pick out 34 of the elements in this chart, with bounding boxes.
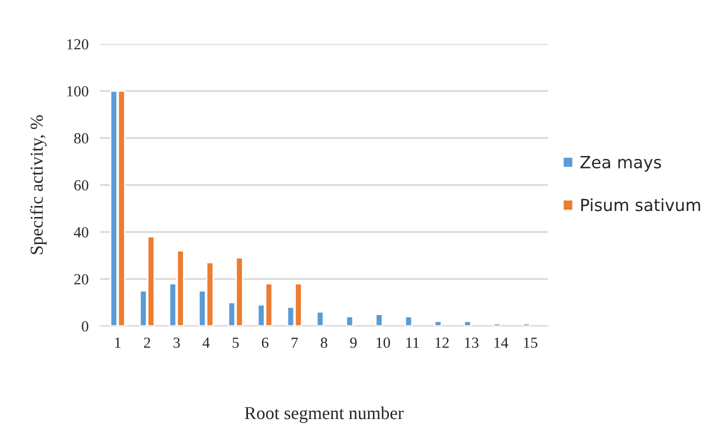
bar [434,320,442,326]
x-tick-label: 5 [232,338,239,348]
x-tick-label: 14 [494,338,508,348]
y-tick-label: 40 [74,227,88,238]
bar [316,311,324,326]
bar [375,314,384,326]
x-tick-label: 12 [436,338,449,348]
y-tick-label: 120 [67,39,88,50]
legend-label: Pisum sativum [581,198,700,212]
x-tick-label: 2 [144,338,150,348]
x-tick-label: 3 [174,338,180,348]
x-tick-label: 15 [524,338,538,348]
legend-label: Zea mays [580,156,662,172]
bar [464,320,472,326]
x-tick-label: 1 [115,338,121,348]
x-tick-label: 7 [292,338,298,348]
y-tick-label: 80 [74,133,88,144]
x-tick-label: 10 [376,338,390,348]
y-tick-label: 0 [82,321,88,332]
bar [404,316,413,326]
y-tick-label: 20 [74,274,88,284]
y-axis-title: Specific activity, % [30,115,47,254]
x-tick-label: 11 [406,338,419,348]
bar [493,322,501,326]
x-tick-label: 6 [262,338,268,348]
x-tick-label: 9 [350,338,357,348]
x-tick-label: 8 [320,338,328,348]
x-tick-label: 4 [202,338,210,348]
y-tick-label: 100 [67,86,88,96]
bar [522,322,530,326]
x-axis-title: Root segment number [244,406,404,423]
bar [346,316,354,326]
x-tick-label: 13 [465,338,478,348]
y-tick-label: 60 [74,180,88,190]
